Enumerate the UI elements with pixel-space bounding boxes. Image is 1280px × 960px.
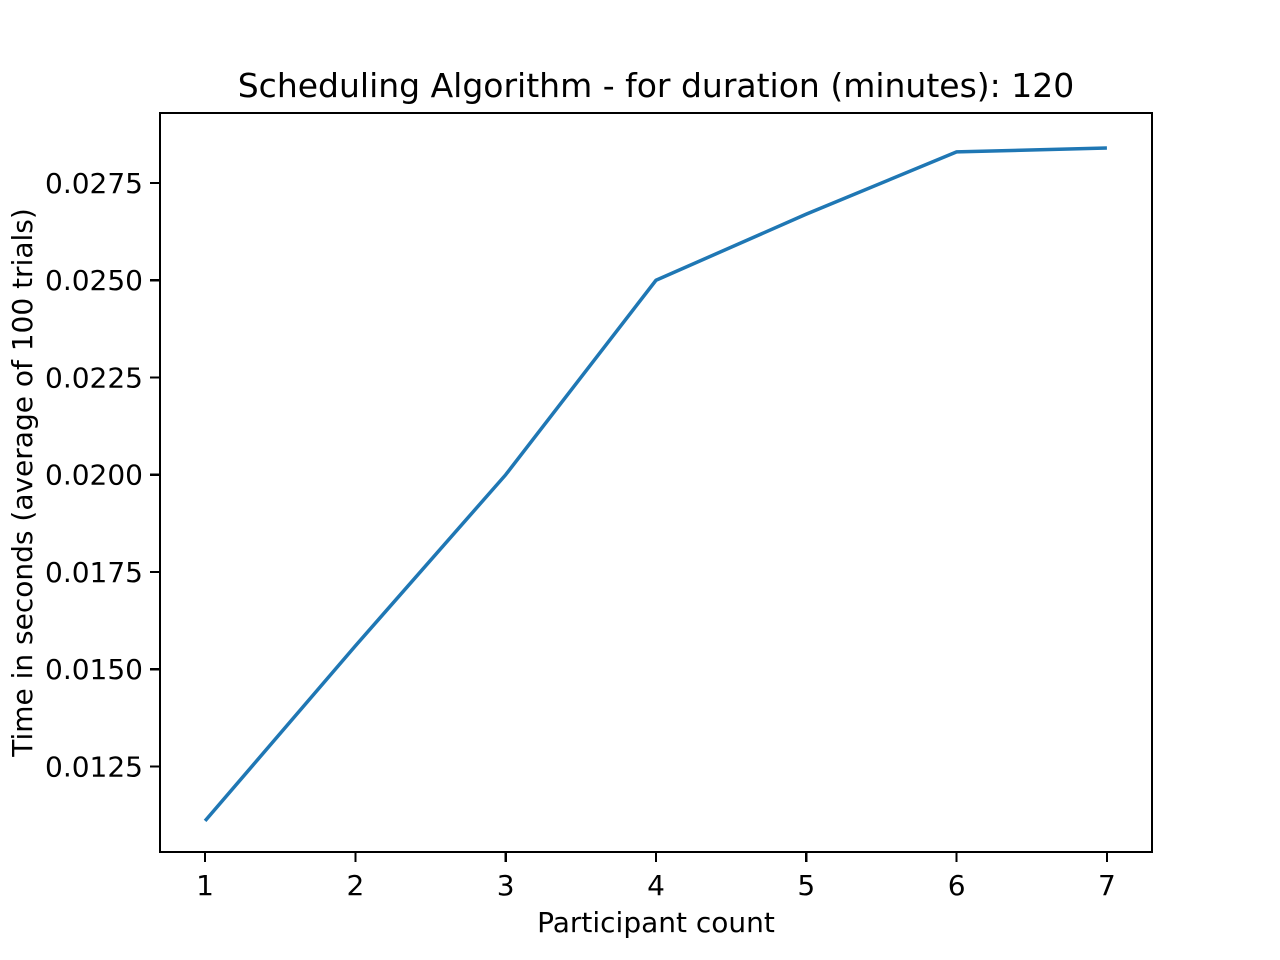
x-tick-label: 2 [346, 869, 364, 902]
x-axis-ticks: 1 2 3 4 5 6 7 [196, 852, 1116, 902]
y-tick-label: 0.0175 [45, 556, 143, 589]
y-tick-label: 0.0275 [45, 167, 143, 200]
plot-area [158, 111, 1154, 854]
y-tick-label: 0.0125 [45, 750, 143, 783]
chart-title: Scheduling Algorithm - for duration (min… [238, 66, 1075, 105]
y-tick-label: 0.0200 [45, 459, 143, 492]
line-series [203, 146, 1107, 823]
y-tick-label: 0.0225 [45, 361, 143, 394]
x-tick-label: 4 [647, 869, 665, 902]
x-tick-label: 6 [948, 869, 966, 902]
y-tick-label: 0.0150 [45, 653, 143, 686]
x-tick-label: 7 [1098, 869, 1116, 902]
y-axis-ticks: 0.0125 0.0150 0.0175 0.0200 0.0225 0.0250 0.02… [45, 167, 160, 783]
y-axis-label: Time in seconds (average of 100 trials) [6, 208, 39, 758]
x-tick-label: 5 [797, 869, 815, 902]
x-tick-label: 3 [497, 869, 515, 902]
x-axis-label: Participant count [537, 906, 775, 939]
x-tick-label: 1 [196, 869, 214, 902]
y-tick-label: 0.0250 [45, 264, 143, 297]
